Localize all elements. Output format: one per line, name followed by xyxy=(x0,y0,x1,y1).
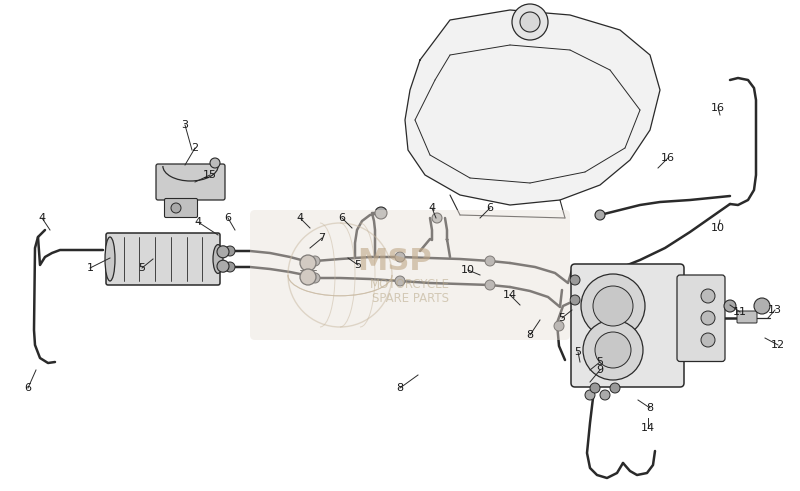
Text: 2: 2 xyxy=(191,143,198,153)
Circle shape xyxy=(217,260,229,272)
Circle shape xyxy=(610,383,620,393)
Circle shape xyxy=(217,246,229,258)
Text: 6: 6 xyxy=(338,213,346,223)
Circle shape xyxy=(375,207,387,219)
FancyBboxPatch shape xyxy=(677,275,725,361)
Circle shape xyxy=(701,311,715,325)
Circle shape xyxy=(593,286,633,326)
Circle shape xyxy=(485,280,495,290)
Text: 6: 6 xyxy=(25,383,31,393)
Circle shape xyxy=(581,274,645,338)
FancyBboxPatch shape xyxy=(737,311,757,323)
Text: 4: 4 xyxy=(297,213,303,223)
Circle shape xyxy=(701,289,715,303)
Ellipse shape xyxy=(213,245,223,273)
Text: 14: 14 xyxy=(641,423,655,433)
Polygon shape xyxy=(405,10,660,205)
FancyBboxPatch shape xyxy=(106,233,220,285)
Circle shape xyxy=(570,295,580,305)
Circle shape xyxy=(512,4,548,40)
Circle shape xyxy=(395,252,405,262)
FancyBboxPatch shape xyxy=(165,198,198,218)
Text: 16: 16 xyxy=(661,153,675,163)
Circle shape xyxy=(590,383,600,393)
Ellipse shape xyxy=(105,237,115,281)
Circle shape xyxy=(754,298,770,314)
Text: 5: 5 xyxy=(597,357,603,367)
FancyBboxPatch shape xyxy=(156,164,225,200)
Circle shape xyxy=(395,276,405,286)
Text: 8: 8 xyxy=(526,330,534,340)
Circle shape xyxy=(585,390,595,400)
Text: 11: 11 xyxy=(733,307,747,317)
Circle shape xyxy=(310,273,320,283)
Circle shape xyxy=(210,158,220,168)
Circle shape xyxy=(225,246,235,256)
Text: 15: 15 xyxy=(203,170,217,180)
Circle shape xyxy=(554,321,564,331)
FancyBboxPatch shape xyxy=(571,264,684,387)
Text: 5: 5 xyxy=(574,347,582,357)
Text: 4: 4 xyxy=(429,203,435,213)
Circle shape xyxy=(595,332,631,368)
Circle shape xyxy=(300,255,316,271)
Text: 14: 14 xyxy=(503,290,517,300)
Text: 4: 4 xyxy=(194,217,202,227)
Circle shape xyxy=(300,269,316,285)
Text: MSP: MSP xyxy=(358,247,432,276)
Circle shape xyxy=(485,256,495,266)
Circle shape xyxy=(600,390,610,400)
Text: 10: 10 xyxy=(711,223,725,233)
Circle shape xyxy=(310,256,320,266)
Circle shape xyxy=(171,203,181,213)
Text: 8: 8 xyxy=(397,383,403,393)
Circle shape xyxy=(583,320,643,380)
Text: 16: 16 xyxy=(711,103,725,113)
Text: 4: 4 xyxy=(38,213,46,223)
FancyBboxPatch shape xyxy=(250,210,570,340)
Text: 13: 13 xyxy=(768,305,782,315)
Circle shape xyxy=(595,210,605,220)
Text: 12: 12 xyxy=(771,340,785,350)
Text: 6: 6 xyxy=(486,203,494,213)
Text: MOTORCYCLE: MOTORCYCLE xyxy=(370,278,450,292)
Text: 9: 9 xyxy=(597,365,603,375)
Text: 5: 5 xyxy=(354,260,362,270)
Text: 1: 1 xyxy=(86,263,94,273)
Circle shape xyxy=(432,213,442,223)
Text: 5: 5 xyxy=(138,263,146,273)
Text: SPARE PARTS: SPARE PARTS xyxy=(371,292,449,304)
Text: 8: 8 xyxy=(646,403,654,413)
Text: 5: 5 xyxy=(558,313,566,323)
Text: 10: 10 xyxy=(461,265,475,275)
Text: 7: 7 xyxy=(318,233,326,243)
Circle shape xyxy=(520,12,540,32)
Circle shape xyxy=(724,300,736,312)
Circle shape xyxy=(225,262,235,272)
Text: 6: 6 xyxy=(225,213,231,223)
Text: 3: 3 xyxy=(182,120,189,130)
Circle shape xyxy=(701,333,715,347)
Circle shape xyxy=(570,275,580,285)
